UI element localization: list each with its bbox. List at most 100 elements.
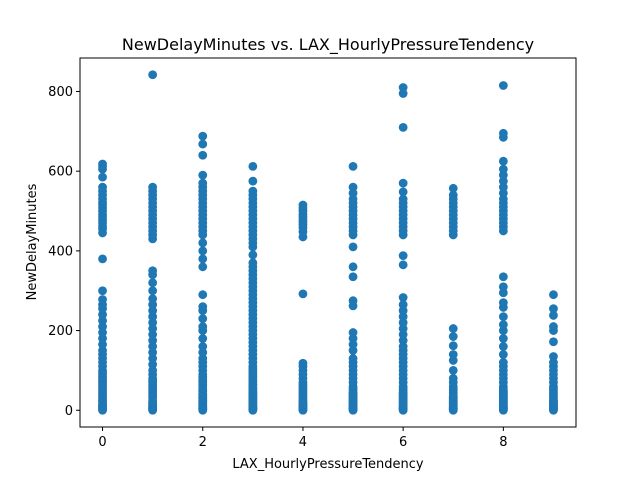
data-point [198, 334, 208, 343]
data-point [498, 156, 508, 166]
data-point [148, 266, 158, 276]
data-point [348, 242, 358, 252]
data-point [448, 324, 458, 333]
data-point [398, 178, 408, 188]
data-point [198, 322, 208, 331]
data-point [448, 366, 458, 375]
data-point [498, 358, 508, 367]
data-point [498, 350, 508, 359]
data-point [198, 131, 208, 141]
data-point [498, 334, 508, 343]
data-point [448, 393, 458, 402]
data-point [398, 83, 408, 92]
data-point [549, 337, 558, 347]
data-point [198, 262, 208, 272]
data-point [549, 304, 558, 314]
y-axis-label: NewDelayMinutes [25, 183, 40, 300]
data-point [498, 81, 508, 90]
data-point [398, 260, 408, 270]
data-point [348, 328, 358, 337]
data-point [198, 290, 208, 300]
data-point [498, 312, 508, 322]
data-point [98, 404, 107, 414]
y-tick-label: 400 [48, 244, 73, 259]
y-tick-label: 800 [48, 85, 73, 100]
data-point [198, 246, 208, 256]
data-point [398, 300, 408, 310]
data-point [348, 182, 358, 192]
data-point [248, 161, 258, 171]
x-axis-label: LAX_HourlyPressureTendency [232, 457, 424, 472]
x-tick-label: 0 [98, 435, 106, 450]
data-point [198, 302, 208, 312]
data-point [398, 251, 408, 261]
data-point [198, 238, 208, 248]
data-point [498, 272, 508, 282]
data-point [198, 342, 208, 351]
y-tick-label: 0 [65, 404, 73, 419]
data-point [248, 364, 258, 373]
data-point [448, 341, 458, 351]
x-tick-label: 4 [299, 435, 307, 450]
data-point [198, 254, 208, 264]
data-point [98, 182, 107, 192]
data-point [398, 389, 408, 398]
data-point [448, 350, 458, 359]
data-point [248, 258, 258, 268]
data-point [448, 183, 458, 193]
data-point [198, 371, 208, 381]
plot-frame [79, 57, 577, 428]
y-tick-label: 200 [48, 324, 73, 339]
x-tick-label: 6 [399, 435, 407, 450]
data-point [549, 290, 558, 300]
data-point [98, 295, 107, 304]
data-points [98, 70, 558, 415]
data-point [148, 182, 158, 192]
data-point [298, 289, 308, 299]
data-point [198, 170, 208, 180]
data-point [98, 159, 107, 169]
data-point [498, 282, 508, 292]
data-point [498, 320, 508, 329]
data-point [98, 286, 107, 296]
data-point [549, 352, 558, 361]
data-point [248, 176, 258, 186]
data-point [498, 164, 508, 174]
data-point [198, 139, 208, 149]
data-point [448, 332, 458, 341]
x-axis-ticks: 0 2 4 6 8 [98, 427, 507, 450]
data-point [348, 296, 358, 306]
data-point [298, 398, 308, 408]
data-point [198, 314, 208, 324]
data-point [248, 186, 258, 196]
data-point [498, 128, 508, 138]
data-point [148, 278, 158, 288]
data-point [448, 373, 458, 383]
data-point [549, 397, 558, 406]
data-point [348, 389, 358, 398]
data-point [348, 161, 358, 171]
data-point [398, 122, 408, 132]
data-point [198, 150, 208, 160]
data-point [498, 386, 508, 396]
data-point [98, 254, 107, 264]
data-point [398, 194, 408, 204]
x-tick-label: 2 [199, 435, 207, 450]
data-point [498, 342, 508, 351]
data-point [348, 262, 358, 272]
data-point [148, 375, 158, 385]
data-point [198, 178, 208, 188]
data-point [298, 358, 308, 368]
data-point [398, 187, 408, 197]
data-point [398, 293, 408, 302]
data-point [448, 190, 458, 200]
data-point [549, 311, 558, 320]
data-point [498, 298, 508, 308]
data-point [248, 250, 258, 260]
data-point [98, 172, 107, 182]
chart-title: NewDelayMinutes vs. LAX_HourlyPressureTe… [122, 35, 534, 55]
data-point [148, 294, 158, 304]
data-point [148, 70, 158, 80]
